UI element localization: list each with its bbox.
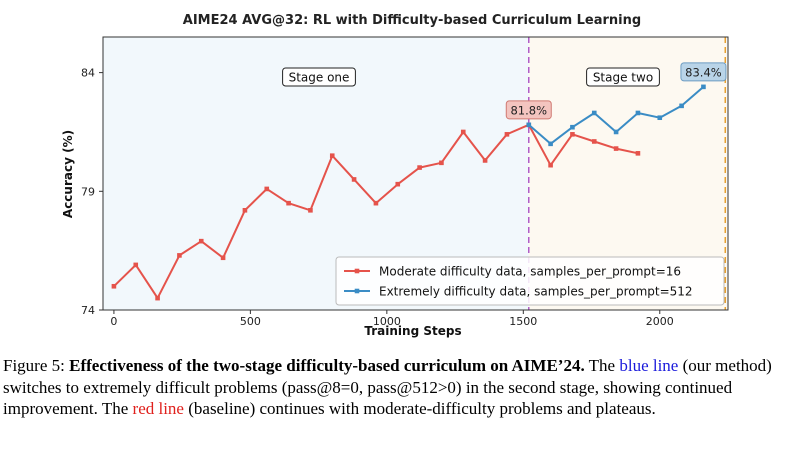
data-point <box>570 124 575 130</box>
legend: Moderate difficulty data, samples_per_pr… <box>335 256 725 306</box>
stage-one-label: Stage one <box>282 67 356 87</box>
y-tick-label: 74 <box>81 304 95 317</box>
x-tick-label: 1000 <box>373 315 401 328</box>
data-point <box>460 129 466 135</box>
legend-label: Extremely difficulty data, samples_per_p… <box>379 285 693 299</box>
data-point <box>701 84 706 90</box>
legend-item-2: Extremely difficulty data, samples_per_p… <box>344 285 693 299</box>
annotation-label: 83.4% <box>685 65 722 79</box>
data-point <box>679 103 684 109</box>
data-point <box>526 122 532 128</box>
legend-box <box>335 256 725 306</box>
data-point <box>308 207 313 213</box>
data-point <box>591 139 597 144</box>
caption-red-line-ref: red line <box>132 399 184 418</box>
chart-title: AIME24 AVG@32: RL with Difficulty-based … <box>183 13 641 28</box>
data-point <box>635 151 641 156</box>
stage-two-label-text: Stage two <box>593 71 653 85</box>
stage-one-label-text: Stage one <box>289 71 350 85</box>
stage-two-label: Stage two <box>586 67 660 87</box>
annotation-layer: 81.8% 83.4% <box>505 62 727 120</box>
data-point <box>220 255 226 261</box>
y-axis-label: Accuracy (%) <box>61 130 75 218</box>
x-axis-label: Training Steps <box>364 324 461 338</box>
data-point <box>198 238 204 244</box>
data-point <box>635 110 641 116</box>
figure-caption: Figure 5: Effectiveness of the two-stage… <box>3 355 793 420</box>
data-point <box>351 177 357 182</box>
x-tick-label: 0 <box>110 315 117 328</box>
y-tick-label: 84 <box>81 67 95 80</box>
data-point <box>591 110 597 116</box>
legend-swatch-marker <box>354 268 360 274</box>
annotation-2: 83.4% <box>680 62 727 82</box>
annotation-box <box>505 100 552 120</box>
legend-item-1: Moderate difficulty data, samples_per_pr… <box>344 265 681 279</box>
data-point <box>177 253 182 258</box>
data-point <box>395 181 401 187</box>
y-tick-label: 79 <box>81 185 95 198</box>
annotation-box <box>680 62 727 82</box>
data-point <box>482 158 488 163</box>
caption-blue-line-ref: blue line <box>619 356 679 375</box>
annotation-label: 81.8% <box>510 103 547 117</box>
stage-two-label-box <box>586 67 660 87</box>
data-point <box>264 186 270 192</box>
legend-swatch-marker <box>354 288 360 294</box>
data-point <box>613 129 619 135</box>
data-point <box>548 162 553 168</box>
caption-text-2: (our method) switches to extremely diffi… <box>3 356 772 418</box>
data-point <box>373 200 379 206</box>
data-point <box>548 141 553 147</box>
data-point <box>570 132 575 137</box>
chart-figure: AIME24 AVG@32: RL with Difficulty-based … <box>61 13 729 338</box>
data-point <box>155 295 160 301</box>
x-tick-label: 2000 <box>646 315 674 328</box>
axes: 0 500 1000 1500 2000 74 79 84 <box>81 36 729 328</box>
annotation-1: 81.8% <box>505 100 552 120</box>
caption-label: Figure 5: <box>3 356 65 375</box>
caption-bold-title: Effectiveness of the two-stage difficult… <box>69 356 585 375</box>
data-point <box>417 165 422 170</box>
series-2 <box>526 84 706 147</box>
caption-text-1: The <box>584 356 620 375</box>
data-point <box>657 115 663 121</box>
data-point <box>242 207 248 213</box>
data-point <box>111 283 117 289</box>
legend-label: Moderate difficulty data, samples_per_pr… <box>379 265 681 279</box>
data-point <box>329 153 335 158</box>
stage-one-label-box <box>282 67 356 87</box>
series-layer <box>111 84 706 301</box>
plot-frame <box>102 36 729 311</box>
data-point <box>133 262 139 268</box>
caption-text-3: (baseline) continues with moderate-diffi… <box>183 399 656 418</box>
data-point <box>613 146 619 151</box>
data-point <box>286 200 291 206</box>
data-point <box>439 160 444 166</box>
x-tick-label: 500 <box>240 315 261 328</box>
data-point <box>504 132 510 137</box>
x-tick-label: 1500 <box>509 315 537 328</box>
